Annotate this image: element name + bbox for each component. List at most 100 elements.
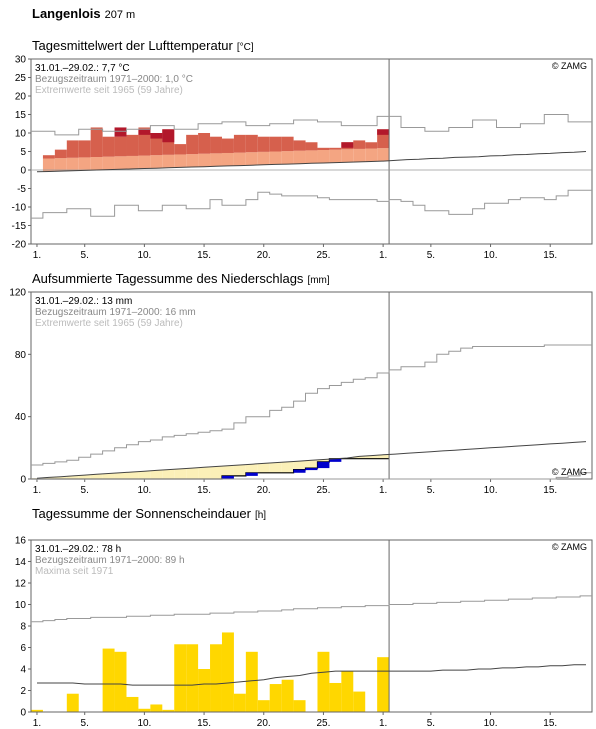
- y-tick-label: 30: [15, 55, 27, 66]
- y-tick-label: 20: [15, 92, 27, 103]
- sunshine-bar: [221, 632, 234, 712]
- temp-bar-anomaly-mid: [221, 138, 234, 153]
- info-line-3: Maxima seit 1971: [35, 566, 114, 577]
- y-tick-label: 8: [20, 622, 26, 633]
- y-tick-label: 0: [20, 166, 26, 177]
- sunshine-bar: [233, 693, 246, 712]
- temp-bar-anomaly-low: [78, 157, 91, 171]
- sunshine-bar: [102, 648, 115, 712]
- x-tick-label: 1.: [33, 485, 41, 496]
- temp-bar-record: [162, 129, 175, 143]
- precip-mean-line: [36, 441, 587, 479]
- temp-bar-anomaly-mid: [269, 136, 282, 152]
- x-tick-label: 15.: [197, 250, 211, 261]
- temp-bar-anomaly-mid: [150, 133, 163, 156]
- temp-mean-line: [36, 151, 587, 173]
- x-tick-label: 15.: [543, 485, 557, 496]
- sunshine-bar: [138, 708, 151, 712]
- temp-bar-anomaly-mid: [329, 147, 342, 150]
- temp-bar-anomaly-low: [54, 158, 67, 172]
- y-tick-label: 10: [15, 129, 27, 140]
- sunshine-chart-title: Tagessumme der Sonnenscheindauer: [32, 506, 252, 521]
- x-tick-label: 5.: [81, 718, 89, 729]
- x-tick-label: 1.: [379, 250, 387, 261]
- y-tick-label: 4: [20, 665, 26, 676]
- y-tick-label: 25: [15, 73, 27, 84]
- temp-bar-anomaly-mid: [66, 140, 79, 158]
- y-tick-label: 12: [15, 579, 27, 590]
- temp-bar-anomaly-mid: [245, 134, 258, 153]
- x-tick-label: 10.: [137, 485, 151, 496]
- precip-rain-bar: [329, 458, 342, 462]
- precip-deficit-bar: [174, 468, 187, 479]
- x-tick-label: 15.: [543, 718, 557, 729]
- x-tick-label: 1.: [33, 250, 41, 261]
- copyright: © ZAMG: [552, 61, 587, 71]
- x-tick-label: 5.: [427, 250, 435, 261]
- y-tick-label: 40: [15, 412, 27, 423]
- info-line-1: 31.01.–29.02.: 13 mm: [35, 296, 132, 307]
- x-tick-label: 20.: [257, 485, 271, 496]
- temp-bar-anomaly-mid: [174, 144, 187, 155]
- x-tick-label: 5.: [81, 485, 89, 496]
- temp-bar-anomaly-mid: [42, 155, 55, 159]
- y-tick-label: 10: [15, 600, 27, 611]
- temperature-chart: Tagesmittelwert der Lufttemperatur [°C] …: [12, 38, 593, 261]
- sunshine-bar: [329, 682, 342, 712]
- temp-bar-anomaly-mid: [233, 134, 246, 153]
- info-line-2: Bezugszeitraum 1971–2000: 16 mm: [35, 307, 196, 318]
- y-tick-label: 2: [20, 686, 26, 697]
- precip-deficit-bar: [66, 475, 79, 479]
- x-tick-label: 15.: [543, 250, 557, 261]
- temp-bar-anomaly-low: [138, 155, 151, 169]
- temp-bar-anomaly-low: [341, 149, 354, 163]
- temperature-chart-unit: [°C]: [237, 42, 254, 53]
- temp-bar-anomaly-low: [305, 150, 318, 164]
- station-name: Langenlois: [32, 6, 101, 21]
- y-tick-label: -5: [17, 184, 26, 195]
- temp-bar-anomaly-low: [198, 153, 211, 167]
- sunshine-bar: [317, 651, 330, 712]
- temp-bar-anomaly-low: [66, 157, 79, 171]
- y-tick-label: -15: [12, 221, 27, 232]
- temp-bar-anomaly-low: [257, 151, 270, 165]
- x-tick-label: 15.: [197, 718, 211, 729]
- x-tick-label: 25.: [316, 485, 330, 496]
- temp-bar-anomaly-mid: [102, 136, 115, 157]
- sunshine-bar: [245, 651, 258, 712]
- precip-deficit-bar: [257, 463, 270, 473]
- station-elevation: 207 m: [105, 9, 136, 21]
- precip-rain-bar: [245, 472, 258, 476]
- precip-deficit-bar: [54, 476, 67, 479]
- precip-deficit-bar: [102, 473, 115, 479]
- temp-bar-anomaly-mid: [281, 136, 294, 152]
- info-line-2: Bezugszeitraum 1971–2000: 1,0 °C: [35, 74, 193, 85]
- temp-max-line: [31, 114, 592, 136]
- temp-bar-record: [377, 129, 390, 135]
- temp-bar-anomaly-low: [114, 156, 127, 170]
- precip-deficit-bar: [377, 454, 390, 459]
- y-tick-label: 15: [15, 110, 27, 121]
- info-line-3: Extremwerte seit 1965 (59 Jahre): [35, 85, 183, 96]
- temp-bar-anomaly-low: [174, 154, 187, 168]
- temp-bar-anomaly-mid: [365, 142, 378, 149]
- precip-deficit-bar: [365, 455, 378, 459]
- precip-deficit-bar: [305, 460, 318, 469]
- info-line-2: Bezugszeitraum 1971–2000: 89 h: [35, 555, 185, 566]
- x-tick-label: 10.: [484, 250, 498, 261]
- y-tick-label: 80: [15, 350, 27, 361]
- temp-bar-anomaly-low: [221, 152, 234, 166]
- temp-bar-anomaly-mid: [317, 147, 330, 151]
- temp-bar-anomaly-low: [293, 150, 306, 164]
- info-line-1: 31.01.–29.02.: 7,7 °C: [35, 63, 130, 74]
- x-tick-label: 25.: [316, 250, 330, 261]
- precip-deficit-bar: [353, 456, 366, 459]
- sunshine-chart-unit: [h]: [255, 510, 266, 521]
- x-tick-label: 10.: [484, 485, 498, 496]
- temp-bar-anomaly-low: [317, 150, 330, 163]
- y-tick-label: 0: [20, 708, 26, 719]
- temp-bar-anomaly-low: [245, 152, 258, 166]
- precipitation-chart: Aufsummierte Tagessumme des Niederschlag…: [9, 271, 593, 496]
- precip-deficit-bar: [162, 469, 175, 479]
